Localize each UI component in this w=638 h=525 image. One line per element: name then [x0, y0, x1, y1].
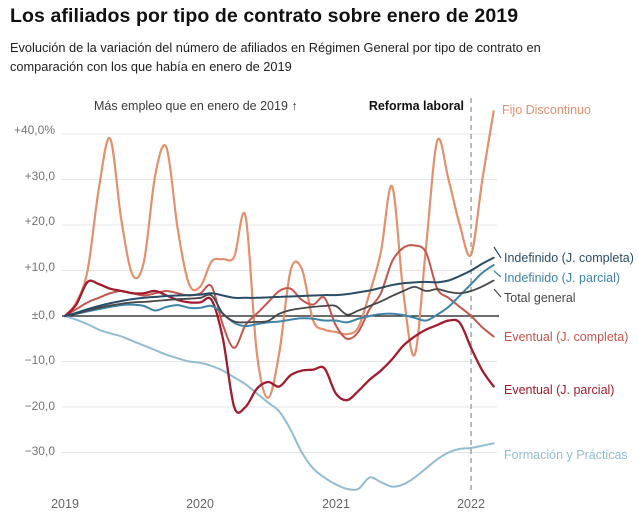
- series-label-fijo-discontinuo: Fijo Discontinuo: [502, 103, 591, 117]
- x-tick-label: 2019: [51, 497, 79, 511]
- y-tick-label: −30,0: [24, 444, 55, 458]
- series-label-indefinido-completa: Indefinido (J. completa): [504, 251, 634, 265]
- series-label-eventual-parcial: Eventual (J. parcial): [504, 383, 615, 397]
- y-tick-label: +40,0%: [13, 123, 55, 137]
- series-line-1: [64, 256, 495, 317]
- y-tick-label: +30,0: [24, 169, 55, 183]
- y-tick-label: −20,0: [24, 399, 55, 413]
- label-leader-line: [493, 246, 502, 259]
- series-label-indefinido-parcial: Indefinido (J. parcial): [504, 271, 621, 285]
- series-label-total-general: Total general: [504, 291, 576, 305]
- label-leader-line: [493, 288, 502, 298]
- y-tick-label: +20,0: [24, 214, 55, 228]
- series-line-6: [64, 315, 495, 491]
- y-tick-label: +10,0: [24, 260, 55, 274]
- page-title: Los afiliados por tipo de contrato sobre…: [10, 5, 519, 27]
- y-tick-label: −10,0: [24, 353, 55, 367]
- series-line-3: [64, 279, 495, 324]
- page-subtitle: Evolución de la variación del número de …: [10, 40, 541, 74]
- y-tick-label: ±0,0: [31, 308, 55, 322]
- series-line-5: [63, 279, 495, 414]
- series-label-eventual-completa: Eventual (J. completa): [504, 330, 629, 344]
- series-line-2: [64, 264, 495, 328]
- label-leader-line: [493, 270, 502, 278]
- x-tick-label: 2020: [186, 497, 214, 511]
- x-tick-label: 2022: [457, 497, 485, 511]
- series-line-0: [63, 110, 495, 399]
- annotation-reforma-laboral: Reforma laboral: [368, 99, 464, 113]
- annotation-more-employment: Más empleo que en enero de 2019 ↑: [94, 99, 298, 113]
- series-label-formacion-practicas: Formación y Prácticas: [504, 448, 628, 462]
- x-tick-label: 2021: [322, 497, 350, 511]
